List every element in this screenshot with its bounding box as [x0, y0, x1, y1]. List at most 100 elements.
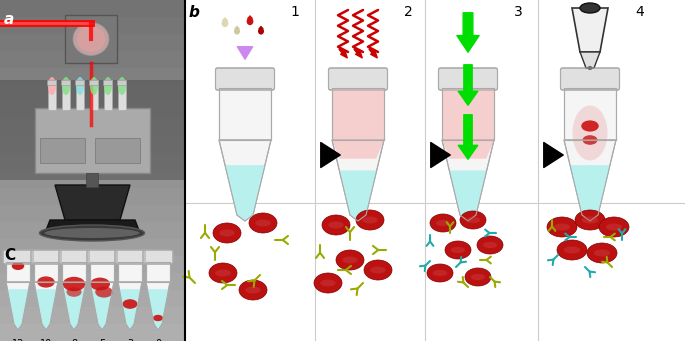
Bar	[0, 153, 185, 170]
Ellipse shape	[73, 23, 109, 56]
Ellipse shape	[95, 286, 113, 298]
Bar	[62, 80, 70, 110]
Bar	[0, 51, 185, 68]
Bar	[47, 80, 56, 85]
Ellipse shape	[66, 287, 82, 297]
FancyBboxPatch shape	[143, 250, 173, 264]
Ellipse shape	[77, 26, 105, 52]
Polygon shape	[64, 289, 85, 330]
FancyArrowPatch shape	[458, 115, 477, 159]
Ellipse shape	[594, 250, 610, 256]
Ellipse shape	[477, 236, 503, 254]
Bar	[95, 138, 140, 163]
Polygon shape	[580, 52, 600, 68]
Ellipse shape	[582, 217, 598, 223]
Polygon shape	[146, 262, 170, 282]
Polygon shape	[572, 8, 608, 52]
Polygon shape	[55, 185, 130, 220]
Polygon shape	[442, 88, 494, 159]
Ellipse shape	[245, 286, 261, 294]
Ellipse shape	[564, 247, 580, 253]
Polygon shape	[332, 140, 384, 221]
FancyArrowPatch shape	[354, 48, 362, 58]
Polygon shape	[6, 262, 30, 282]
Bar	[86, 173, 98, 187]
Ellipse shape	[582, 120, 599, 132]
FancyBboxPatch shape	[438, 68, 497, 90]
Polygon shape	[34, 282, 58, 330]
Ellipse shape	[40, 225, 145, 241]
Ellipse shape	[356, 210, 384, 230]
FancyBboxPatch shape	[329, 68, 388, 90]
Polygon shape	[442, 140, 494, 221]
Bar	[62, 80, 71, 85]
Bar	[118, 80, 126, 110]
Ellipse shape	[582, 135, 597, 145]
Polygon shape	[219, 88, 271, 140]
Ellipse shape	[76, 77, 84, 95]
Polygon shape	[564, 88, 616, 140]
Ellipse shape	[234, 28, 240, 34]
Ellipse shape	[436, 220, 450, 226]
FancyArrowPatch shape	[431, 143, 450, 167]
Bar	[185, 0, 685, 341]
Ellipse shape	[249, 213, 277, 233]
Ellipse shape	[213, 223, 241, 243]
Ellipse shape	[62, 77, 70, 95]
Text: 10: 10	[40, 339, 52, 341]
FancyBboxPatch shape	[87, 250, 117, 264]
Bar	[0, 239, 185, 256]
Bar	[0, 68, 185, 85]
Polygon shape	[34, 262, 58, 282]
Ellipse shape	[342, 256, 358, 264]
Polygon shape	[247, 15, 253, 19]
Bar	[90, 80, 99, 85]
Ellipse shape	[118, 77, 126, 95]
Ellipse shape	[12, 262, 24, 270]
Ellipse shape	[371, 267, 386, 273]
Text: C: C	[4, 248, 15, 263]
Ellipse shape	[90, 77, 98, 95]
Polygon shape	[119, 289, 140, 330]
Ellipse shape	[314, 273, 342, 293]
Polygon shape	[339, 170, 377, 221]
Ellipse shape	[222, 19, 228, 27]
Text: b: b	[189, 5, 200, 20]
Bar	[0, 17, 185, 34]
Ellipse shape	[445, 241, 471, 259]
FancyBboxPatch shape	[31, 250, 61, 264]
Bar	[0, 273, 185, 290]
Bar	[65, 15, 117, 63]
FancyBboxPatch shape	[216, 68, 275, 90]
Polygon shape	[449, 170, 486, 221]
Ellipse shape	[37, 277, 55, 287]
Ellipse shape	[63, 277, 85, 291]
Text: 3: 3	[514, 5, 523, 19]
Bar	[0, 119, 185, 136]
Text: 5: 5	[99, 339, 105, 341]
Ellipse shape	[427, 264, 453, 282]
Polygon shape	[91, 289, 112, 330]
Ellipse shape	[466, 217, 480, 223]
Bar	[35, 108, 150, 173]
Ellipse shape	[433, 270, 447, 276]
Bar	[0, 307, 185, 324]
Bar	[40, 138, 85, 163]
FancyBboxPatch shape	[115, 250, 145, 264]
Bar	[0, 256, 185, 273]
Bar	[0, 136, 185, 153]
Ellipse shape	[599, 217, 629, 237]
Bar	[0, 85, 185, 102]
Polygon shape	[146, 282, 170, 330]
Ellipse shape	[239, 280, 267, 300]
Ellipse shape	[587, 243, 617, 263]
Ellipse shape	[575, 210, 605, 230]
Polygon shape	[258, 26, 264, 29]
FancyBboxPatch shape	[3, 250, 33, 264]
Text: 1: 1	[290, 5, 299, 19]
Polygon shape	[442, 88, 494, 140]
Bar	[0, 205, 185, 222]
Ellipse shape	[153, 315, 163, 321]
Text: a: a	[4, 12, 14, 27]
Ellipse shape	[362, 217, 377, 223]
